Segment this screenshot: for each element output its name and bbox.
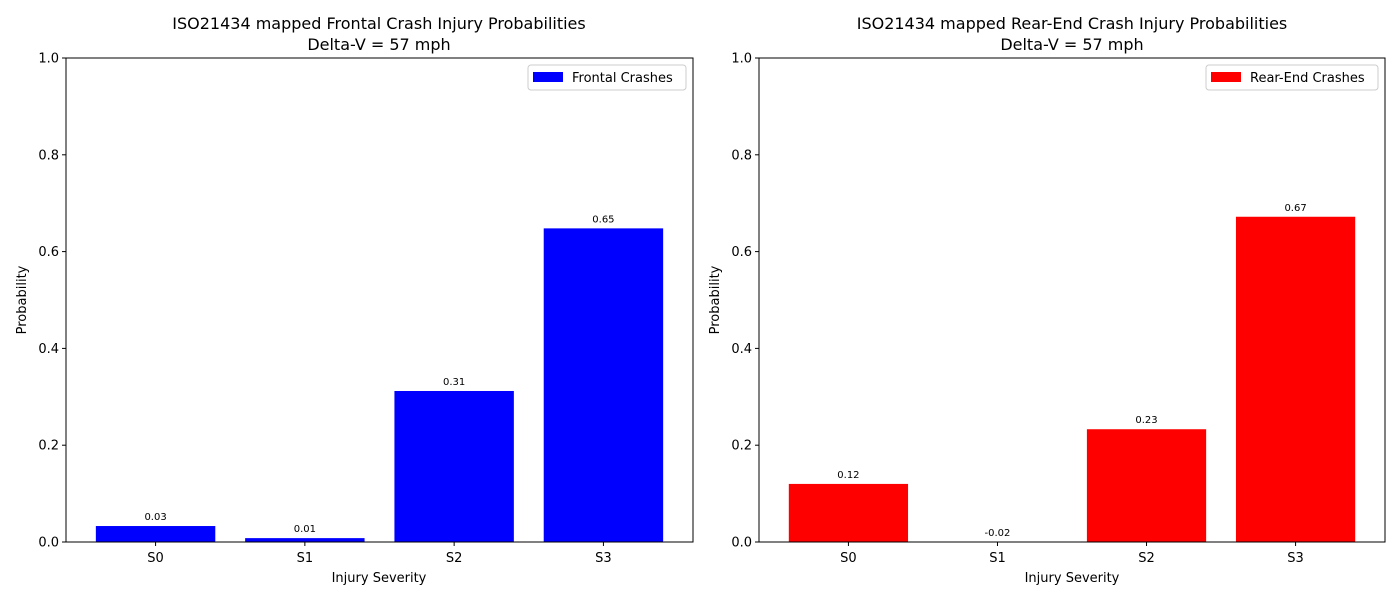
y-tick-label: 0.6 <box>731 245 752 260</box>
y-tick-label: 0.2 <box>731 439 752 454</box>
x-tick-label: S3 <box>1287 551 1304 566</box>
bar-S0 <box>788 483 909 542</box>
bar-S2 <box>394 390 514 542</box>
plot-frame <box>758 57 1386 543</box>
y-tick-label: 0.8 <box>38 148 59 163</box>
y-axis-label: Probability <box>708 265 723 334</box>
bar-S3 <box>1235 216 1356 542</box>
legend: Frontal Crashes <box>527 64 687 91</box>
x-tick-label: S1 <box>297 551 314 566</box>
data-label: 0.65 <box>592 214 614 225</box>
data-label: 0.03 <box>144 512 166 523</box>
bar-S2 <box>1086 429 1207 542</box>
legend-label: Rear-End Crashes <box>1250 71 1365 86</box>
x-axis-label: Injury Severity <box>332 571 427 586</box>
bar-S1 <box>245 538 365 542</box>
y-tick-label: 0.8 <box>731 148 752 163</box>
x-tick-label: S3 <box>595 551 612 566</box>
y-tick-label: 0.4 <box>38 342 59 357</box>
data-label: 0.31 <box>443 377 465 388</box>
data-label: 0.12 <box>837 470 859 481</box>
y-tick-label: 0.0 <box>38 536 59 551</box>
x-tick-label: S0 <box>840 551 857 566</box>
plot-frame <box>65 57 694 543</box>
chart-subtitle: Delta-V = 57 mph <box>1000 35 1143 54</box>
legend-swatch <box>1211 72 1241 82</box>
data-label: 0.01 <box>294 524 316 535</box>
chart-title: ISO21434 mapped Rear-End Crash Injury Pr… <box>857 14 1288 33</box>
rear-end-chart: ISO21434 mapped Rear-End Crash Injury Pr… <box>708 14 1386 586</box>
x-tick-label: S2 <box>1138 551 1155 566</box>
legend-swatch <box>533 72 563 82</box>
x-tick-label: S1 <box>989 551 1006 566</box>
chart-subtitle: Delta-V = 57 mph <box>307 35 450 54</box>
legend: Rear-End Crashes <box>1205 64 1379 91</box>
data-label: 0.23 <box>1135 415 1157 426</box>
x-tick-label: S0 <box>147 551 164 566</box>
chart-title: ISO21434 mapped Frontal Crash Injury Pro… <box>172 14 585 33</box>
data-label: -0.02 <box>985 528 1011 539</box>
legend-frame <box>1205 64 1379 91</box>
y-tick-label: 0.4 <box>731 342 752 357</box>
y-tick-label: 0.2 <box>38 439 59 454</box>
frontal-chart: ISO21434 mapped Frontal Crash Injury Pro… <box>15 14 694 586</box>
x-axis-label: Injury Severity <box>1025 571 1120 586</box>
y-axis-label: Probability <box>15 265 30 334</box>
bar-S3 <box>543 228 664 543</box>
y-tick-label: 1.0 <box>38 52 59 67</box>
y-tick-label: 1.0 <box>731 52 752 67</box>
data-label: 0.67 <box>1284 203 1306 214</box>
legend-label: Frontal Crashes <box>572 71 673 86</box>
x-tick-label: S2 <box>446 551 463 566</box>
bar-S0 <box>95 526 216 542</box>
y-tick-label: 0.0 <box>731 536 752 551</box>
legend-frame <box>527 64 687 91</box>
y-tick-label: 0.6 <box>38 245 59 260</box>
